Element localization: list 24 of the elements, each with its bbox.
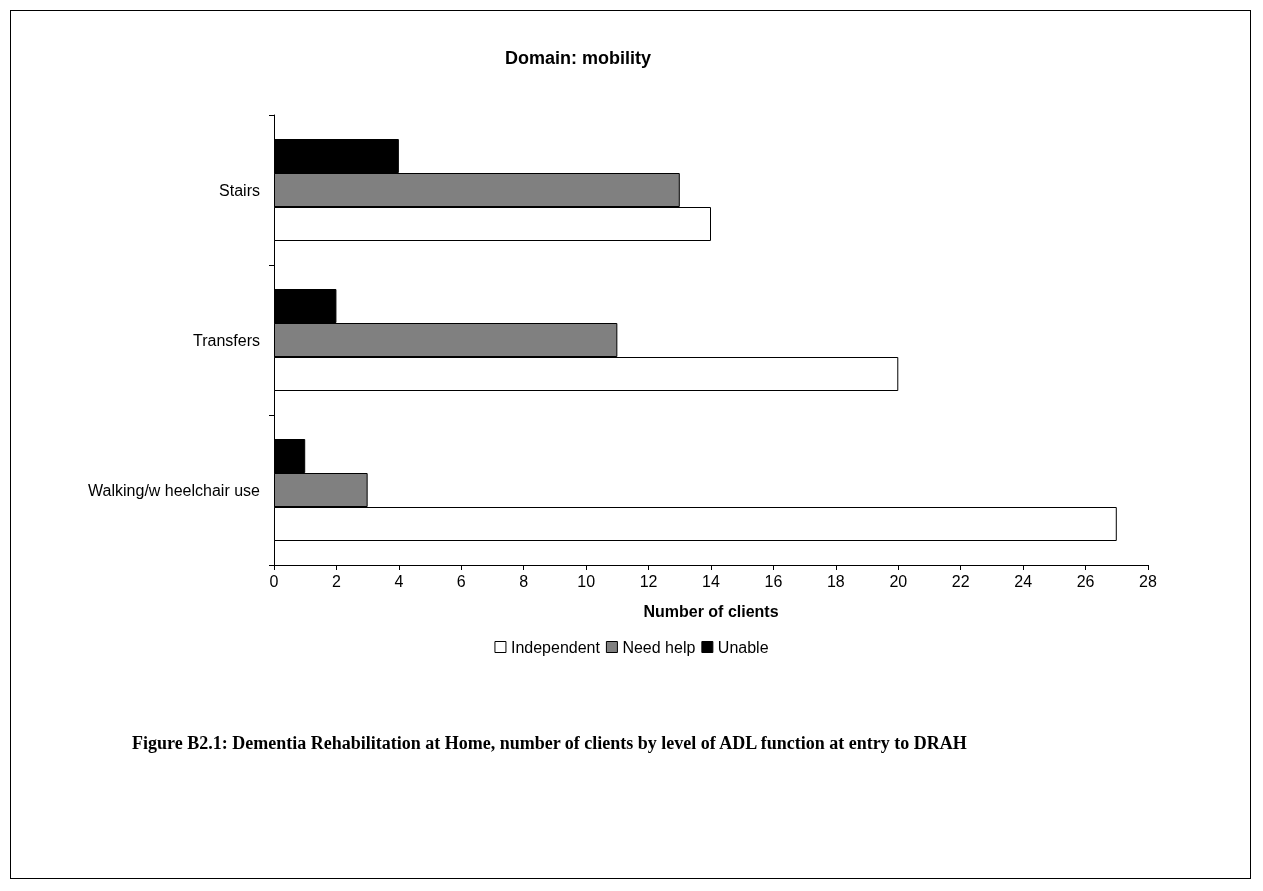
x-tick-label: 20: [889, 572, 908, 590]
caption: Figure B2.1: Dementia Rehabilitation at Home, number of clients by level of ADL function at entry to DRAH: [132, 732, 968, 755]
chart-title: Domain: mobility: [505, 48, 652, 68]
x-tick-label: 12: [639, 572, 658, 590]
y-tick-label: Walking/w heelchair use: [88, 481, 261, 499]
x-tick-label: 10: [577, 572, 596, 590]
legend-label: Independent: [510, 638, 601, 656]
y-tick-label: Stairs: [219, 181, 260, 199]
x-axis-title: Number of clients: [643, 602, 779, 620]
x-tick-label: 22: [951, 572, 970, 590]
x-tick-label: 16: [764, 572, 783, 590]
x-tick-label: 24: [1014, 572, 1033, 590]
legend-label: Need help: [622, 638, 696, 656]
x-tick-label: 4: [394, 572, 404, 590]
x-tick-label: 6: [456, 572, 466, 590]
x-tick-label: 18: [826, 572, 845, 590]
x-tick-label: 8: [519, 572, 529, 590]
y-tick-label: Transfers: [193, 331, 260, 349]
x-tick-label: 28: [1139, 572, 1157, 590]
x-tick-label: 2: [331, 572, 341, 590]
x-tick-label: 0: [269, 572, 279, 590]
x-tick-label: 14: [702, 572, 720, 590]
legend-label: Unable: [717, 638, 769, 656]
x-tick-label: 26: [1076, 572, 1095, 590]
